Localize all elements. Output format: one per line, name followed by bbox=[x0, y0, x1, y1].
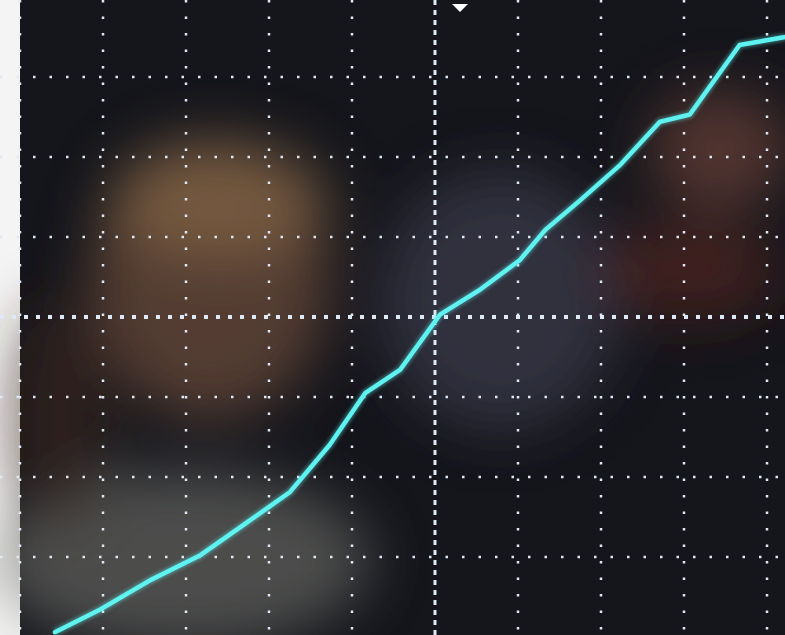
reflection bbox=[0, 90, 785, 635]
trace bbox=[52, 34, 785, 635]
trigger-marker bbox=[452, 4, 468, 12]
frame-edge bbox=[0, 0, 20, 635]
